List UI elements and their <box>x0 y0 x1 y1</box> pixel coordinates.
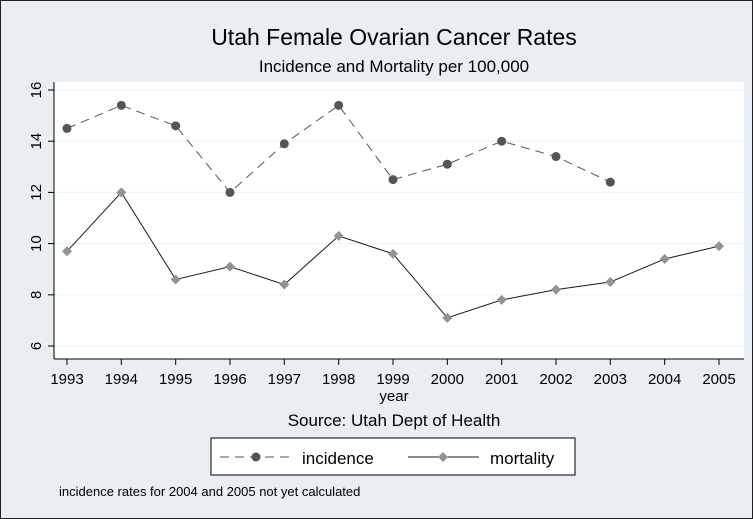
x-axis-label: year <box>379 388 408 405</box>
legend-mortality-label: mortality <box>490 449 555 468</box>
data-point-incidence <box>497 136 507 146</box>
series-group <box>62 100 724 323</box>
source-note: Source: Utah Dept of Health <box>288 411 501 430</box>
x-tick-label: 2001 <box>485 371 518 388</box>
data-point-mortality <box>442 312 453 323</box>
legend-incidence-marker <box>251 452 261 462</box>
data-point-incidence <box>116 100 126 110</box>
legend-mortality-marker <box>438 452 448 462</box>
data-point-mortality <box>496 294 507 305</box>
data-point-mortality <box>333 230 344 241</box>
y-tick-label: 6 <box>28 342 45 350</box>
data-point-incidence <box>442 159 452 169</box>
series-mortality <box>62 187 724 323</box>
x-tick-label: 1994 <box>105 371 138 388</box>
data-point-mortality <box>714 241 724 252</box>
data-point-mortality <box>388 248 398 259</box>
data-point-mortality <box>116 187 127 198</box>
x-tick-label: 1993 <box>50 371 83 388</box>
x-tick-label: 2003 <box>594 371 627 388</box>
y-tick-label: 16 <box>28 82 45 99</box>
data-point-incidence <box>279 139 289 149</box>
y-tick-label: 14 <box>28 133 45 150</box>
data-point-incidence <box>62 123 72 133</box>
data-point-mortality <box>170 274 181 285</box>
data-point-incidence <box>551 152 561 162</box>
x-tick-label: 2000 <box>431 371 464 388</box>
x-tick-label: 1997 <box>268 371 301 388</box>
data-point-mortality <box>551 284 561 295</box>
y-axis-ticks: 6 8 10 12 14 16 <box>28 82 54 350</box>
footnote: incidence rates for 2004 and 2005 not ye… <box>59 484 360 499</box>
data-point-mortality <box>605 277 616 287</box>
x-tick-label: 2002 <box>539 371 572 388</box>
data-point-incidence <box>388 175 398 185</box>
x-tick-label: 2004 <box>648 371 681 388</box>
x-tick-label: 1996 <box>213 371 246 388</box>
data-point-incidence <box>334 100 344 110</box>
y-tick-label: 12 <box>28 184 45 201</box>
x-tick-label: 1999 <box>376 371 409 388</box>
x-tick-label: 1995 <box>159 371 192 388</box>
data-point-mortality <box>279 279 290 290</box>
x-tick-label: 1998 <box>322 371 355 388</box>
y-tick-label: 10 <box>28 235 45 252</box>
data-point-mortality <box>225 261 235 272</box>
chart-subtitle: Incidence and Mortality per 100,000 <box>259 57 529 76</box>
x-axis-ticks: 1993 1994 1995 1996 1997 1998 1999 2000 2001 2002… <box>50 359 736 388</box>
series-incidence <box>62 100 615 197</box>
series-line-incidence <box>66 104 611 194</box>
data-point-incidence <box>225 187 235 197</box>
gridlines <box>54 89 744 347</box>
legend: incidence mortality <box>210 437 576 476</box>
chart-title: Utah Female Ovarian Cancer Rates <box>211 24 577 50</box>
data-point-mortality <box>62 246 72 257</box>
data-point-incidence <box>605 177 615 187</box>
y-tick-label: 8 <box>28 291 45 299</box>
x-tick-label: 2005 <box>702 371 735 388</box>
legend-incidence-label: incidence <box>302 449 374 468</box>
data-point-incidence <box>171 121 181 131</box>
plot-area <box>54 82 744 359</box>
